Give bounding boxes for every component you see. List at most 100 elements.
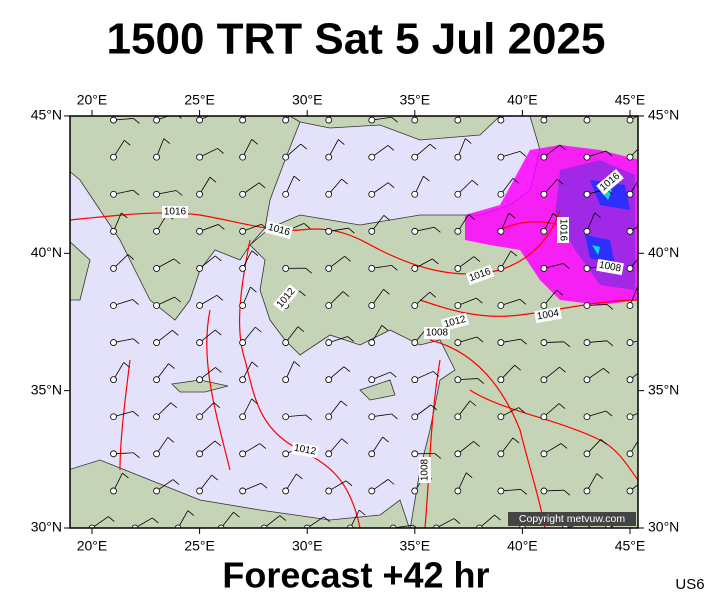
- isobar-label: 1016: [557, 219, 568, 242]
- station: [369, 377, 375, 383]
- station: [412, 191, 418, 197]
- lon-label: 35°E: [400, 538, 431, 554]
- station: [455, 117, 461, 123]
- barb-flag: [255, 105, 261, 110]
- station: [111, 154, 117, 160]
- station: [326, 302, 332, 308]
- station: [154, 228, 160, 234]
- station: [240, 117, 246, 123]
- station: [498, 228, 504, 234]
- station: [369, 488, 375, 494]
- lon-label: 20°E: [77, 538, 108, 554]
- barb-flag: [467, 102, 473, 107]
- barb-flag: [648, 409, 654, 414]
- forecast-label: Forecast +42 hr: [222, 555, 489, 596]
- lon-label: 45°E: [615, 92, 646, 108]
- station: [627, 117, 633, 123]
- station: [369, 302, 375, 308]
- station: [498, 302, 504, 308]
- station: [498, 154, 504, 160]
- station: [541, 488, 547, 494]
- station: [197, 191, 203, 197]
- station: [627, 451, 633, 457]
- station: [627, 377, 633, 383]
- lon-label: 35°E: [400, 92, 431, 108]
- lat-label: 30°N: [648, 519, 679, 535]
- station: [111, 191, 117, 197]
- station: [627, 302, 633, 308]
- station: [283, 377, 289, 383]
- station: [197, 265, 203, 271]
- lat-label: 45°N: [648, 107, 679, 123]
- isobar-label-group: 1016: [162, 206, 188, 218]
- station: [584, 488, 590, 494]
- station: [326, 228, 332, 234]
- station: [154, 265, 160, 271]
- station: [111, 228, 117, 234]
- copyright: Copyright metvuw.com: [519, 513, 625, 525]
- station: [498, 265, 504, 271]
- station: [455, 414, 461, 420]
- station: [584, 414, 590, 420]
- station: [197, 117, 203, 123]
- station: [111, 265, 117, 271]
- barb-flag: [557, 105, 563, 110]
- station: [326, 191, 332, 197]
- station: [111, 302, 117, 308]
- lon-label: 30°E: [292, 92, 323, 108]
- station: [240, 377, 246, 383]
- station: [412, 154, 418, 160]
- station: [240, 488, 246, 494]
- isobar-label: 1008: [426, 328, 449, 339]
- title: 1500 TRT Sat 5 Jul 2025: [107, 15, 606, 64]
- station: [627, 228, 633, 234]
- station: [240, 191, 246, 197]
- station: [541, 414, 547, 420]
- station: [326, 117, 332, 123]
- station: [283, 340, 289, 346]
- station: [412, 117, 418, 123]
- station: [111, 340, 117, 346]
- station: [154, 451, 160, 457]
- station: [283, 265, 289, 271]
- station: [627, 191, 633, 197]
- station: [455, 228, 461, 234]
- station: [455, 451, 461, 457]
- station: [584, 265, 590, 271]
- station: [283, 191, 289, 197]
- station: [369, 228, 375, 234]
- station: [197, 451, 203, 457]
- station: [498, 191, 504, 197]
- isobar-label-group: 1008: [419, 457, 431, 483]
- barb-flag: [650, 339, 656, 344]
- station: [584, 117, 590, 123]
- lon-label: 20°E: [77, 92, 108, 108]
- station: [326, 414, 332, 420]
- station: [240, 302, 246, 308]
- station: [369, 340, 375, 346]
- station: [412, 451, 418, 457]
- station: [154, 302, 160, 308]
- station: [326, 451, 332, 457]
- lon-label: 40°E: [507, 92, 538, 108]
- station: [498, 117, 504, 123]
- station: [627, 414, 633, 420]
- station: [197, 154, 203, 160]
- station: [197, 414, 203, 420]
- station: [627, 154, 633, 160]
- barb-flag: [640, 177, 646, 182]
- station: [541, 302, 547, 308]
- station: [154, 191, 160, 197]
- station: [369, 191, 375, 197]
- station: [154, 488, 160, 494]
- barb-flag: [646, 367, 652, 372]
- station: [111, 488, 117, 494]
- station: [369, 265, 375, 271]
- lon-label: 25°E: [184, 92, 215, 108]
- station: [584, 228, 590, 234]
- station: [197, 340, 203, 346]
- station: [498, 488, 504, 494]
- station: [584, 451, 590, 457]
- barb-flag: [641, 437, 647, 442]
